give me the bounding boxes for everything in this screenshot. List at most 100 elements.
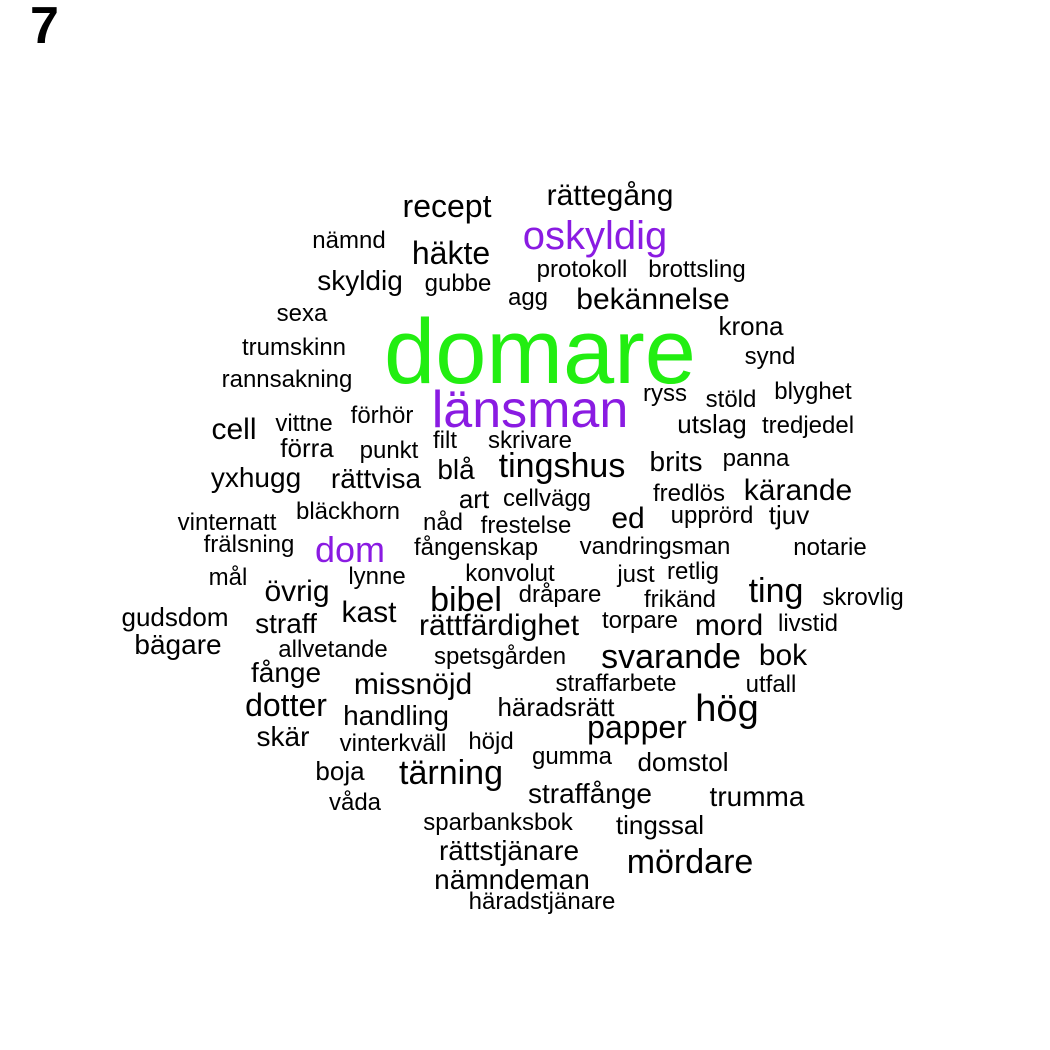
word-utfall: utfall: [745, 671, 797, 698]
word-mordare: mördare: [626, 843, 754, 881]
word-rattstjanare: rättstjänare: [438, 835, 580, 866]
word-rattegang: rättegång: [546, 179, 674, 212]
word-utslag: utslag: [677, 409, 747, 439]
word-recept: recept: [402, 188, 492, 224]
word-synd: synd: [744, 343, 796, 370]
word-trumma: trumma: [709, 781, 805, 812]
word-vandringsman: vandringsman: [579, 533, 731, 560]
word-drapare: dråpare: [518, 581, 602, 608]
word-fange: fånge: [250, 657, 322, 688]
word-just: just: [617, 561, 655, 588]
word-gudsdom: gudsdom: [121, 602, 229, 632]
word-domare: domare: [384, 301, 696, 403]
word-konvolut: konvolut: [465, 560, 555, 587]
word-bla: blå: [437, 454, 475, 485]
word-namnd: nämnd: [312, 227, 386, 254]
word-bekannelse: bekännelse: [576, 283, 730, 316]
word-brottsling: brottsling: [648, 256, 746, 283]
word-filt: filt: [433, 427, 457, 454]
word-rattfardighet: rättfärdighet: [418, 609, 580, 642]
word-namndeman: nämndeman: [434, 864, 590, 895]
word-ovrig: övrig: [264, 575, 330, 608]
word-tjuv: tjuv: [768, 500, 810, 530]
word-vada: våda: [328, 789, 382, 816]
word-ryss: ryss: [643, 380, 687, 407]
word-upprord: upprörd: [670, 502, 754, 529]
word-nad: nåd: [422, 509, 464, 536]
word-skrovlig: skrovlig: [822, 584, 904, 611]
word-straffange: straffånge: [527, 778, 653, 809]
word-agg: agg: [507, 284, 549, 311]
word-krona: krona: [718, 311, 784, 341]
word-svarande: svarande: [601, 638, 741, 676]
word-kast: kast: [341, 596, 397, 629]
word-handling: handling: [343, 700, 449, 731]
word-art: art: [458, 484, 490, 514]
word-blyghet: blyghet: [774, 378, 852, 405]
word-brits: brits: [649, 446, 703, 477]
word-boja: boja: [315, 756, 365, 786]
word-bagare: bägare: [134, 629, 222, 660]
word-mord: mord: [694, 609, 764, 642]
word-rattvisa: rättvisa: [330, 463, 422, 494]
word-bok: bok: [758, 639, 808, 672]
word-rannsakning: rannsakning: [221, 366, 353, 393]
word-forhor: förhör: [350, 402, 414, 429]
word-hakte: häkte: [411, 235, 491, 271]
word-oskyldig: oskyldig: [522, 214, 668, 258]
word-domstol: domstol: [637, 747, 729, 777]
word-tredjedel: tredjedel: [761, 412, 855, 439]
word-fralsning: frälsning: [203, 531, 295, 558]
word-sparbanksbok: sparbanksbok: [423, 809, 573, 836]
word-gubbe: gubbe: [424, 270, 492, 297]
word-skar: skär: [256, 721, 310, 752]
word-tarning: tärning: [399, 754, 503, 792]
word-allvetande: allvetande: [278, 636, 388, 663]
word-haradstjanare: häradstjänare: [468, 888, 616, 915]
word-panna: panna: [722, 445, 790, 472]
word-ting: ting: [748, 572, 804, 610]
word-papper: papper: [587, 709, 687, 745]
word-stold: stöld: [705, 386, 757, 413]
word-frikand: frikänd: [643, 586, 717, 613]
word-fredlos: fredlös: [652, 480, 726, 507]
word-notarie: notarie: [793, 534, 867, 561]
word-protokoll: protokoll: [536, 256, 628, 283]
word-straffarbete: straffarbete: [555, 670, 677, 697]
panel-label: 7: [30, 0, 59, 55]
word-frestelse: frestelse: [480, 512, 572, 539]
word-yxhugg: yxhugg: [210, 462, 302, 493]
word-cellvagg: cellvägg: [502, 485, 592, 512]
word-skyldig: skyldig: [317, 265, 403, 296]
word-fangenskap: fångenskap: [413, 534, 539, 561]
word-livstid: livstid: [777, 610, 839, 637]
word-cell: cell: [211, 413, 257, 446]
word-vinternatt: vinternatt: [177, 509, 277, 536]
word-sexa: sexa: [276, 300, 328, 327]
word-punkt: punkt: [359, 437, 419, 464]
word-ed: ed: [611, 502, 645, 535]
word-haradsratt: häradsrätt: [497, 692, 615, 722]
word-trumskinn: trumskinn: [241, 334, 347, 361]
word-tingshus: tingshus: [498, 447, 626, 485]
word-gumma: gumma: [531, 743, 613, 770]
word-karande: kärande: [743, 474, 853, 507]
word-missnojd: missnöjd: [353, 668, 473, 701]
word-torpare: torpare: [601, 607, 679, 634]
word-dom: dom: [314, 529, 386, 570]
word-skrivare: skrivare: [487, 427, 573, 454]
word-tingssal: tingssal: [615, 810, 705, 840]
word-mal: mål: [208, 564, 248, 591]
word-lynne: lynne: [348, 563, 406, 590]
word-hojd: höjd: [468, 728, 514, 755]
word-bibel: bibel: [430, 581, 502, 619]
word-forra: förra: [280, 433, 334, 463]
word-hog: hög: [695, 688, 759, 730]
word-vinterkvall: vinterkväll: [339, 730, 447, 757]
word-straff: straff: [255, 608, 317, 639]
word-spetsgarden: spetsgården: [433, 643, 567, 670]
word-vittne: vittne: [275, 410, 333, 437]
word-dotter: dotter: [245, 687, 327, 723]
word-blackhorn: bläckhorn: [295, 498, 401, 525]
